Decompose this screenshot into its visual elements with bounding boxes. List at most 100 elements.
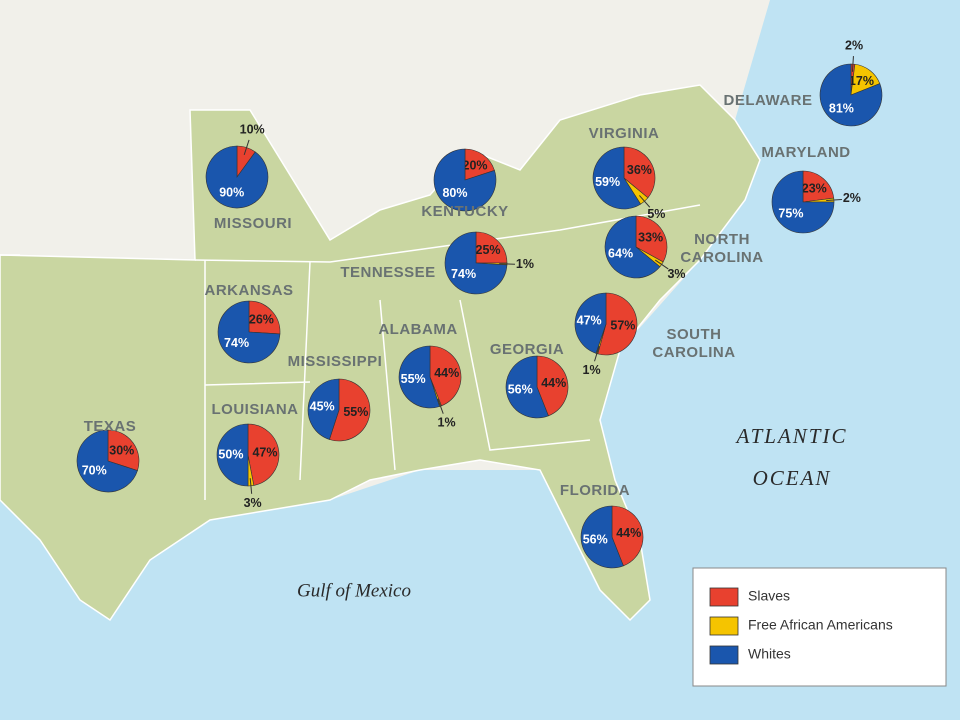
state-name: MISSISSIPPI: [288, 353, 383, 370]
pie-slice: [76, 429, 138, 493]
legend-label: Slaves: [748, 588, 790, 604]
pie-label: 5%: [647, 207, 665, 221]
leader-line: [249, 478, 253, 494]
pie-slice: [592, 146, 642, 210]
pie-label: 70%: [82, 463, 107, 477]
state-name: FLORIDA: [560, 482, 630, 499]
ocean-label: OCEAN: [753, 466, 832, 490]
pie-slice: [398, 345, 440, 409]
pie-label: 56%: [583, 532, 608, 546]
pie-label: 3%: [244, 496, 262, 510]
leader-line: [826, 199, 842, 202]
pie-label: 2%: [843, 191, 861, 205]
pie-label: 56%: [508, 382, 533, 396]
legend-label: Free African Americans: [748, 617, 893, 633]
pie-label: 47%: [577, 314, 602, 328]
pie-slice: [444, 231, 508, 295]
pie-slice: [597, 292, 638, 356]
pie-label: 55%: [401, 372, 426, 386]
state-name: NORTH: [694, 231, 750, 248]
pie-slice: [611, 505, 644, 567]
pie-label: 44%: [541, 376, 566, 390]
leader-line: [654, 259, 669, 270]
ocean-label: ATLANTIC: [735, 424, 848, 448]
pie-slice: [248, 300, 281, 335]
pie-label: 10%: [240, 123, 265, 137]
pie-slice: [475, 231, 508, 264]
pie-slice: [574, 292, 607, 354]
pie-label: 30%: [109, 443, 134, 457]
pie-slice: [536, 355, 569, 417]
state-name: DELAWARE: [723, 92, 812, 109]
legend-swatch: [709, 587, 739, 607]
pie-label: 75%: [778, 206, 803, 220]
gulf-label: Gulf of Mexico: [297, 580, 411, 601]
pie-label: 25%: [476, 243, 501, 257]
pie-slice: [205, 145, 269, 209]
pie-slice: [623, 146, 656, 199]
pie-label: 81%: [829, 101, 854, 115]
leader-line: [243, 139, 250, 156]
state-name: MARYLAND: [761, 144, 850, 161]
pie-label: 50%: [218, 447, 243, 461]
pie-label: 55%: [343, 405, 368, 419]
pie-label: 74%: [224, 336, 249, 350]
pie-label: 26%: [249, 313, 274, 327]
state-name: SOUTH: [667, 326, 722, 343]
leader-line: [594, 346, 600, 362]
pie-label: 57%: [610, 319, 635, 333]
pie-label: 45%: [310, 400, 335, 414]
pie-label: 90%: [219, 186, 244, 200]
state-name: ALABAMA: [378, 321, 457, 338]
pie-label: 2%: [845, 38, 863, 52]
pie-label: 33%: [638, 231, 663, 245]
pie-layer: 10% 90% MISSOURI 20% 80% KENTUCKY 36% 5% 59% VIRG…: [76, 38, 883, 569]
pie-label: 44%: [616, 526, 641, 540]
pie-slice: [819, 63, 883, 127]
state-name: ARKANSAS: [204, 282, 293, 299]
pie-slice: [580, 505, 624, 569]
state-name: CAROLINA: [652, 344, 735, 361]
pie-slice: [433, 148, 497, 212]
legend: Slaves Free African Americans Whites: [709, 587, 893, 665]
pie-slice: [216, 423, 249, 487]
pie-label: 59%: [595, 175, 620, 189]
pie-label: 36%: [627, 163, 652, 177]
pie-slice: [635, 215, 668, 263]
pie-label: 64%: [608, 247, 633, 261]
pie-slice: [771, 170, 835, 234]
state-name: VIRGINIA: [589, 125, 660, 142]
pie-label: 1%: [516, 257, 534, 271]
state-name: LOUISIANA: [212, 401, 299, 418]
legend-label: Whites: [748, 646, 791, 662]
state-name: MISSOURI: [214, 215, 292, 232]
pie-slice: [802, 170, 835, 203]
pie-label: 23%: [802, 182, 827, 196]
state-name: KENTUCKY: [421, 203, 508, 220]
pie-slice: [505, 355, 549, 419]
state-name: GEORGIA: [490, 341, 564, 358]
pie-label: 47%: [252, 446, 277, 460]
pie-slice: [464, 148, 495, 181]
state-name: TEXAS: [84, 418, 137, 435]
state-name: TENNESSEE: [340, 264, 435, 281]
pie-slice: [217, 300, 281, 364]
pie-label: 17%: [849, 74, 874, 88]
pie-label: 1%: [438, 415, 456, 429]
leader-line: [639, 195, 651, 208]
pie-slice: [329, 378, 371, 442]
leader-line: [437, 398, 444, 414]
pie-label: 20%: [463, 159, 488, 173]
pie-slice: [107, 429, 140, 471]
pie-slice: [429, 345, 462, 407]
leader-line: [851, 56, 854, 72]
pie-label: 3%: [667, 267, 685, 281]
pie-slice: [247, 423, 280, 486]
state-name: CAROLINA: [680, 249, 763, 266]
legend-swatch: [709, 616, 739, 636]
pie-label: 80%: [442, 186, 467, 200]
pie-slice: [604, 215, 661, 279]
pie-label: 1%: [583, 363, 601, 377]
